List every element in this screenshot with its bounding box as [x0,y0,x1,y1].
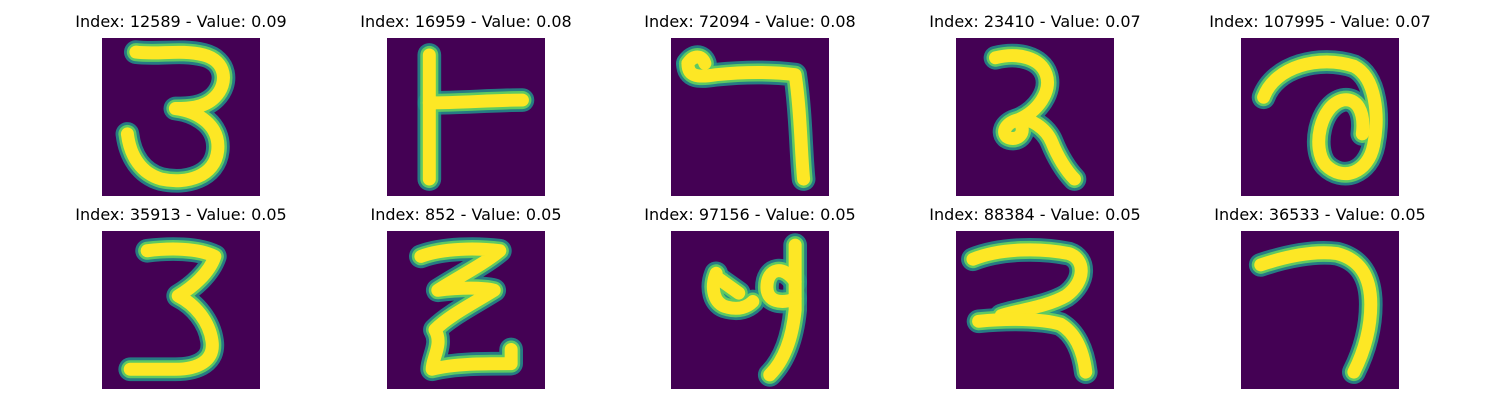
digit-image [102,231,260,389]
panel-title: Index: 88384 - Value: 0.05 [929,205,1141,224]
digit-image [1241,38,1399,196]
digit-image [387,231,545,389]
digit-image [671,231,829,389]
digit-image [387,38,545,196]
glyph-devanagari-5 [701,233,807,387]
panel-title: Index: 35913 - Value: 0.05 [75,205,287,224]
glyph-devanagari-3 [115,40,236,193]
panel-title: Index: 72094 - Value: 0.08 [644,12,856,31]
panel-title: Index: 97156 - Value: 0.05 [644,205,856,224]
glyph-devanagari-6 [1251,50,1388,186]
glyph-hook [1248,241,1383,384]
digit-image [102,38,260,196]
digit-image [956,231,1114,389]
glyph-devanagari-7 [676,45,816,191]
digit-image [1241,231,1399,389]
glyph-devanagari-3 [118,237,227,382]
panel-title: Index: 107995 - Value: 0.07 [1209,12,1431,31]
glyph-devanagari-2 [983,43,1087,191]
panel-title: Index: 852 - Value: 0.05 [370,205,562,224]
panel-title: Index: 23410 - Value: 0.07 [929,12,1141,31]
glyph-t-shape [417,43,535,191]
panel-title: Index: 16959 - Value: 0.08 [360,12,572,31]
glyph-devanagari-2 [961,238,1098,384]
panel-title: Index: 36533 - Value: 0.05 [1214,205,1426,224]
digit-image [956,38,1114,196]
digit-image [671,38,829,196]
panel-title: Index: 12589 - Value: 0.09 [75,12,287,31]
glyph-jha-like [409,237,523,382]
